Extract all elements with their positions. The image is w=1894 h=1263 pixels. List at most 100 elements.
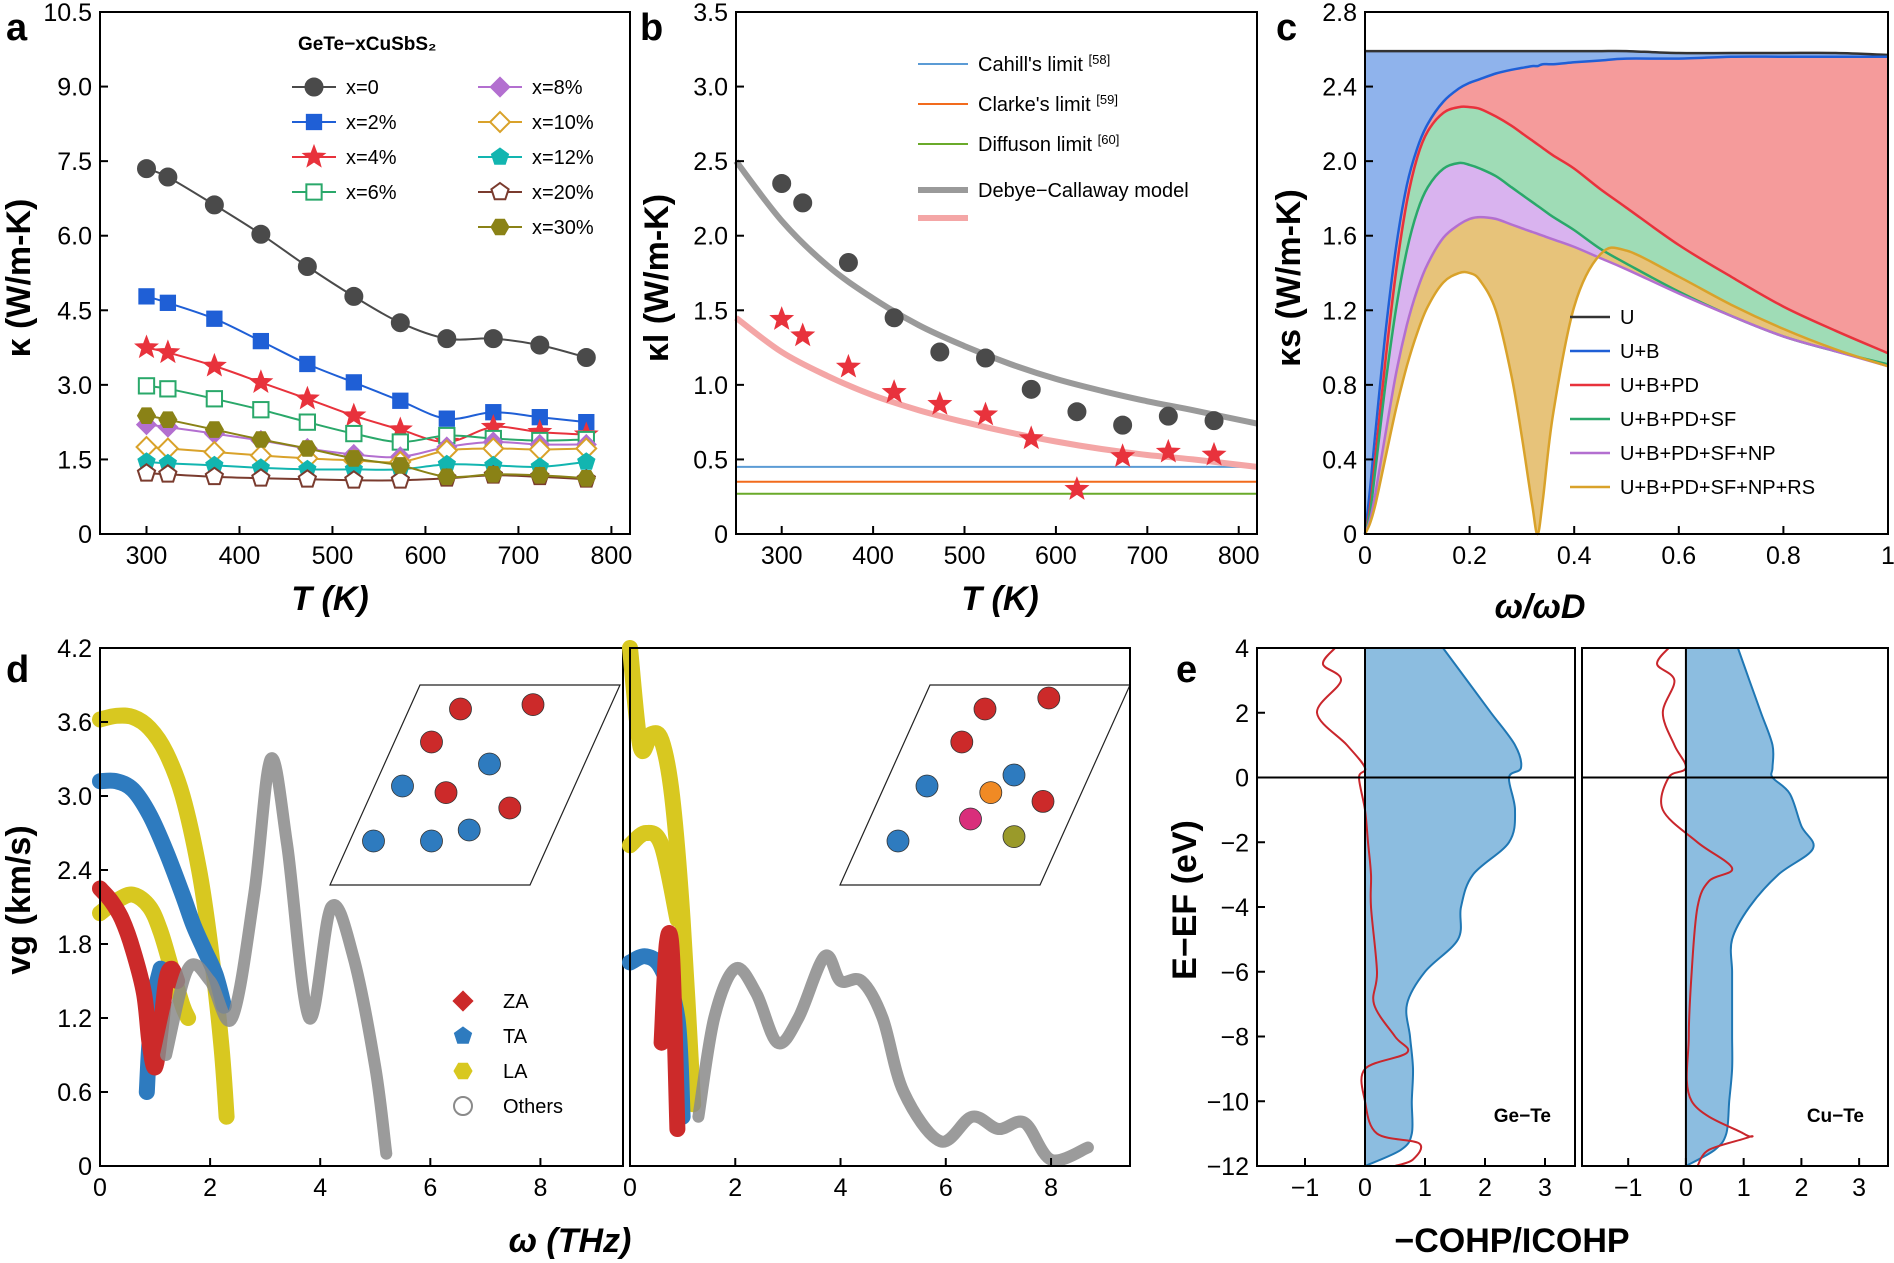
panel-a-point-8-10 <box>576 470 596 487</box>
panel-a-point-0-5 <box>344 286 364 306</box>
panel-b-point-0-10 <box>1204 411 1224 431</box>
panel-a-legend-marker-5 <box>488 110 512 134</box>
panel-c-ytick-label-2: 0.8 <box>1322 372 1357 400</box>
panel-a-point-3-2 <box>205 390 224 408</box>
panel-d-legend-marker-3 <box>453 1096 473 1116</box>
panel-e-cohp-line-0 <box>1364 647 1523 1167</box>
panel-a-legend-marker-7 <box>490 181 510 201</box>
panel-d-band-0-4 <box>92 880 186 1076</box>
panel-c-xtick-label-0: 0 <box>1358 542 1372 570</box>
panel-b-ytick-label-6: 3.0 <box>693 74 728 102</box>
panel-e-0-xtick-label-2: 1 <box>1418 1174 1432 1202</box>
panel-a-legend-label-0: x=0 <box>346 77 379 99</box>
panel-d-0-ytick-label-1: 0.6 <box>57 1079 92 1107</box>
panel-c-ytick-label-7: 2.8 <box>1322 0 1357 27</box>
panel-a-point-1-2 <box>206 310 223 327</box>
panel-b-legend-label-1: Clarke's limit [59] <box>978 92 1118 117</box>
panel-d-inset-atom-0-7 <box>362 829 385 853</box>
panel-d-inset-atom-1-0 <box>973 697 997 721</box>
panel-c-xtick-label-4: 0.8 <box>1766 542 1801 570</box>
panel-c-curve-3 <box>1363 161 1889 535</box>
panel-d-0-ytick-label-3: 1.8 <box>57 931 92 959</box>
panel-c-ytick-label-5: 2.0 <box>1322 148 1357 176</box>
panel-e-0-ytick-label-3: −2 <box>1220 829 1249 857</box>
panel-a-point-1-0 <box>138 288 155 305</box>
panel-e-1-xtick-label-3: 2 <box>1794 1174 1808 1202</box>
panel-a-point-0-6 <box>390 313 410 333</box>
panel-a-point-1-1 <box>159 294 177 311</box>
panel-e-0-ytick-label-7: −10 <box>1207 1088 1249 1116</box>
panel-d-inset-atom-1-5 <box>979 781 1003 804</box>
panel-b-point-0-6 <box>1021 379 1041 399</box>
panel-a-legend-marker-3 <box>305 183 323 201</box>
panel-b-ytick-label-3: 1.5 <box>693 297 728 325</box>
panel-d-1-xtick-label-4: 8 <box>1044 1174 1058 1202</box>
panel-c-legend-label-3: U+B+PD+SF <box>1620 409 1736 431</box>
panel-a-xlabel: T (K) <box>291 580 368 618</box>
panel-d-0-ytick-label-0: 0 <box>78 1153 92 1181</box>
panel-e-icohp-line-1 <box>1656 647 1754 1167</box>
panel-d-inset-atom-1-9 <box>1002 825 1026 848</box>
panel-e-0-ytick-label-6: −8 <box>1220 1024 1249 1052</box>
panel-a-ytick-label-4: 6.0 <box>57 223 92 251</box>
panel-d-frame-1 <box>629 647 1131 1167</box>
panel-c-curve-0 <box>1365 49 1889 57</box>
panel-d-inset-atom-0-2 <box>420 730 443 754</box>
panel-a-point-7-5 <box>344 470 364 489</box>
panel-a-legend-label-7: x=20% <box>532 182 594 204</box>
panel-b-point-1-7 <box>1064 476 1090 500</box>
panel-a-legend-label-5: x=10% <box>532 112 594 134</box>
panel-d-1-xtick-label-2: 4 <box>834 1174 848 1202</box>
panel-b-model-curve-1 <box>734 315 1258 470</box>
panel-d-0-ytick-label-4: 2.4 <box>57 857 92 885</box>
panel-e-1-xtick-label-2: 1 <box>1737 1174 1751 1202</box>
panel-a-point-0-3 <box>251 224 271 244</box>
panel-d-legend-marker-2 <box>453 1062 473 1080</box>
panel-e-0-xtick-label-3: 2 <box>1478 1174 1492 1202</box>
panel-b-xtick-label-3: 600 <box>1035 542 1077 570</box>
panel-d-0-ytick-label-2: 1.2 <box>57 1005 92 1033</box>
panel-b-xtick-label-0: 300 <box>761 542 803 570</box>
panel-d-band-0-5 <box>160 752 393 1160</box>
panel-d-inset-atom-0-5 <box>498 796 522 820</box>
panel-a-ytick-label-0: 0 <box>78 521 92 549</box>
panel-d-inset-atom-0-6 <box>434 781 458 804</box>
panel-a-ytick-label-6: 9.0 <box>57 74 92 102</box>
panel-d-inset-1 <box>839 684 1131 886</box>
panel-c-ytick-label-4: 1.6 <box>1322 223 1357 251</box>
panel-a-point-8-7 <box>437 468 457 486</box>
panel-d-0-ytick-label-7: 4.2 <box>57 635 92 663</box>
panel-d-legend-marker-0 <box>452 990 474 1012</box>
panel-c-legend-label-2: U+B+PD <box>1620 375 1699 397</box>
panel-d-legend-label-0: ZA <box>503 991 529 1013</box>
panel-e-bond-label-1: Cu−Te <box>1807 1106 1864 1127</box>
panel-a-point-8-0 <box>136 407 157 424</box>
panel-a-legend-label-2: x=4% <box>346 147 397 169</box>
panel-d-inset-atom-1-8 <box>886 829 910 853</box>
panel-a-point-8-2 <box>204 421 224 438</box>
panel-d-inset-cell-1 <box>839 684 1131 886</box>
panel-c-frame <box>1364 11 1889 535</box>
panel-d-inset-atom-1-2 <box>950 730 974 754</box>
panel-d-legend-label-2: LA <box>503 1061 528 1083</box>
panel-b-xtick-label-5: 800 <box>1218 542 1260 570</box>
panel-e-0-xtick-label-4: 3 <box>1538 1174 1552 1202</box>
panel-b-point-1-5 <box>973 401 999 426</box>
panel-d-0-xtick-label-3: 6 <box>423 1174 437 1202</box>
panel-a-legend-label-6: x=12% <box>532 147 594 169</box>
panel-c-curve-4 <box>1363 215 1889 535</box>
panel-a-point-7-6 <box>390 470 411 489</box>
panel-d-band-1-3 <box>653 925 686 1137</box>
panel-e-0-xtick-label-0: −1 <box>1291 1174 1320 1202</box>
panel-a-point-1-7 <box>438 410 455 427</box>
panel-a-point-7-1 <box>158 464 178 483</box>
panel-label-e: e <box>1176 649 1197 691</box>
panel-a-point-7-4 <box>297 469 318 488</box>
panel-d-legend-label-1: TA <box>503 1026 528 1048</box>
panel-c-curve-1 <box>1363 55 1888 535</box>
panel-a-point-0-4 <box>297 257 317 277</box>
panel-d-inset-atom-1-6 <box>959 807 982 831</box>
panel-b-point-1-8 <box>1110 443 1136 468</box>
panel-c-xtick-label-5: 1 <box>1881 542 1894 570</box>
panel-c-legend-label-5: U+B+PD+SF+NP+RS <box>1620 477 1815 499</box>
